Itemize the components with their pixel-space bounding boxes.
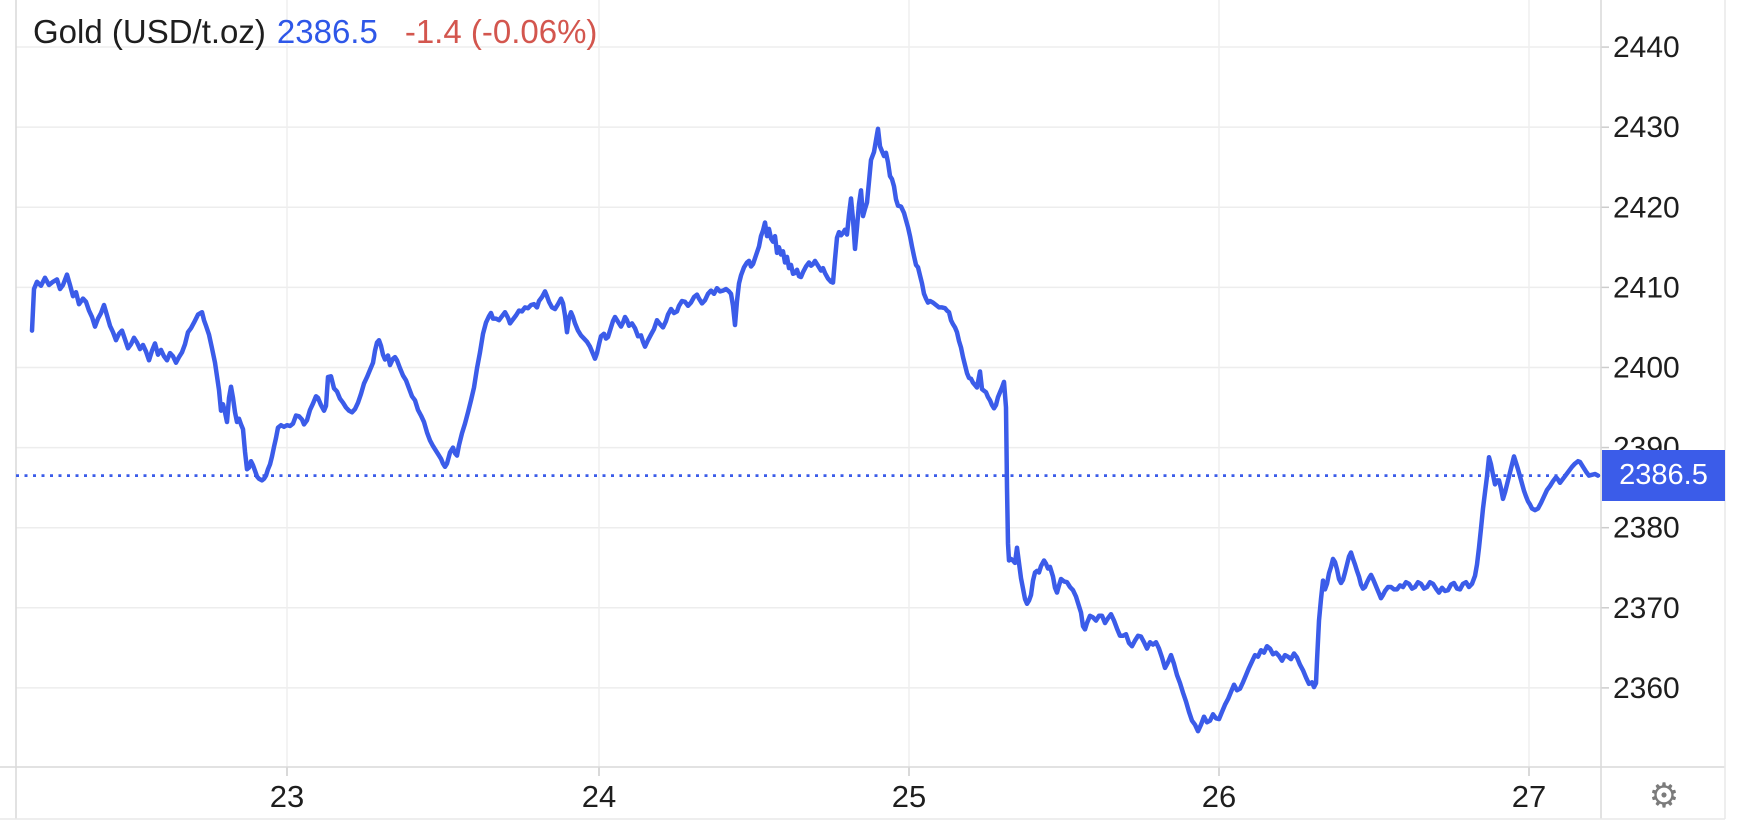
price-change-value: -1.4 (-0.06%): [404, 13, 598, 50]
gear-icon: ⚙: [1648, 777, 1680, 815]
x-axis-label: 23: [270, 779, 304, 814]
x-axis-label: 27: [1512, 779, 1546, 814]
y-axis-label: 2380: [1613, 512, 1680, 545]
x-axis-label: 24: [582, 779, 616, 814]
x-axis-label: 26: [1202, 779, 1236, 814]
y-axis-label: 2360: [1613, 672, 1680, 705]
y-axis-label: 2430: [1613, 111, 1680, 144]
y-axis-label: 2440: [1613, 31, 1680, 64]
current-price-badge: 2386.5: [1602, 450, 1725, 501]
instrument-title: Gold (USD/t.oz): [33, 13, 266, 50]
chart-header: Gold (USD/t.oz) 2386.5 -1.4 (-0.06%): [33, 12, 597, 52]
settings-button[interactable]: ⚙: [1633, 771, 1695, 821]
y-axis-label: 2420: [1613, 191, 1680, 224]
price-line-series: [29, 126, 1601, 734]
x-axis-label: 25: [892, 779, 926, 814]
y-axis-label: 2410: [1613, 271, 1680, 304]
y-axis-label: 2370: [1613, 592, 1680, 625]
last-price-value: 2386.5: [276, 13, 378, 50]
y-axis-label: 2400: [1613, 351, 1680, 384]
